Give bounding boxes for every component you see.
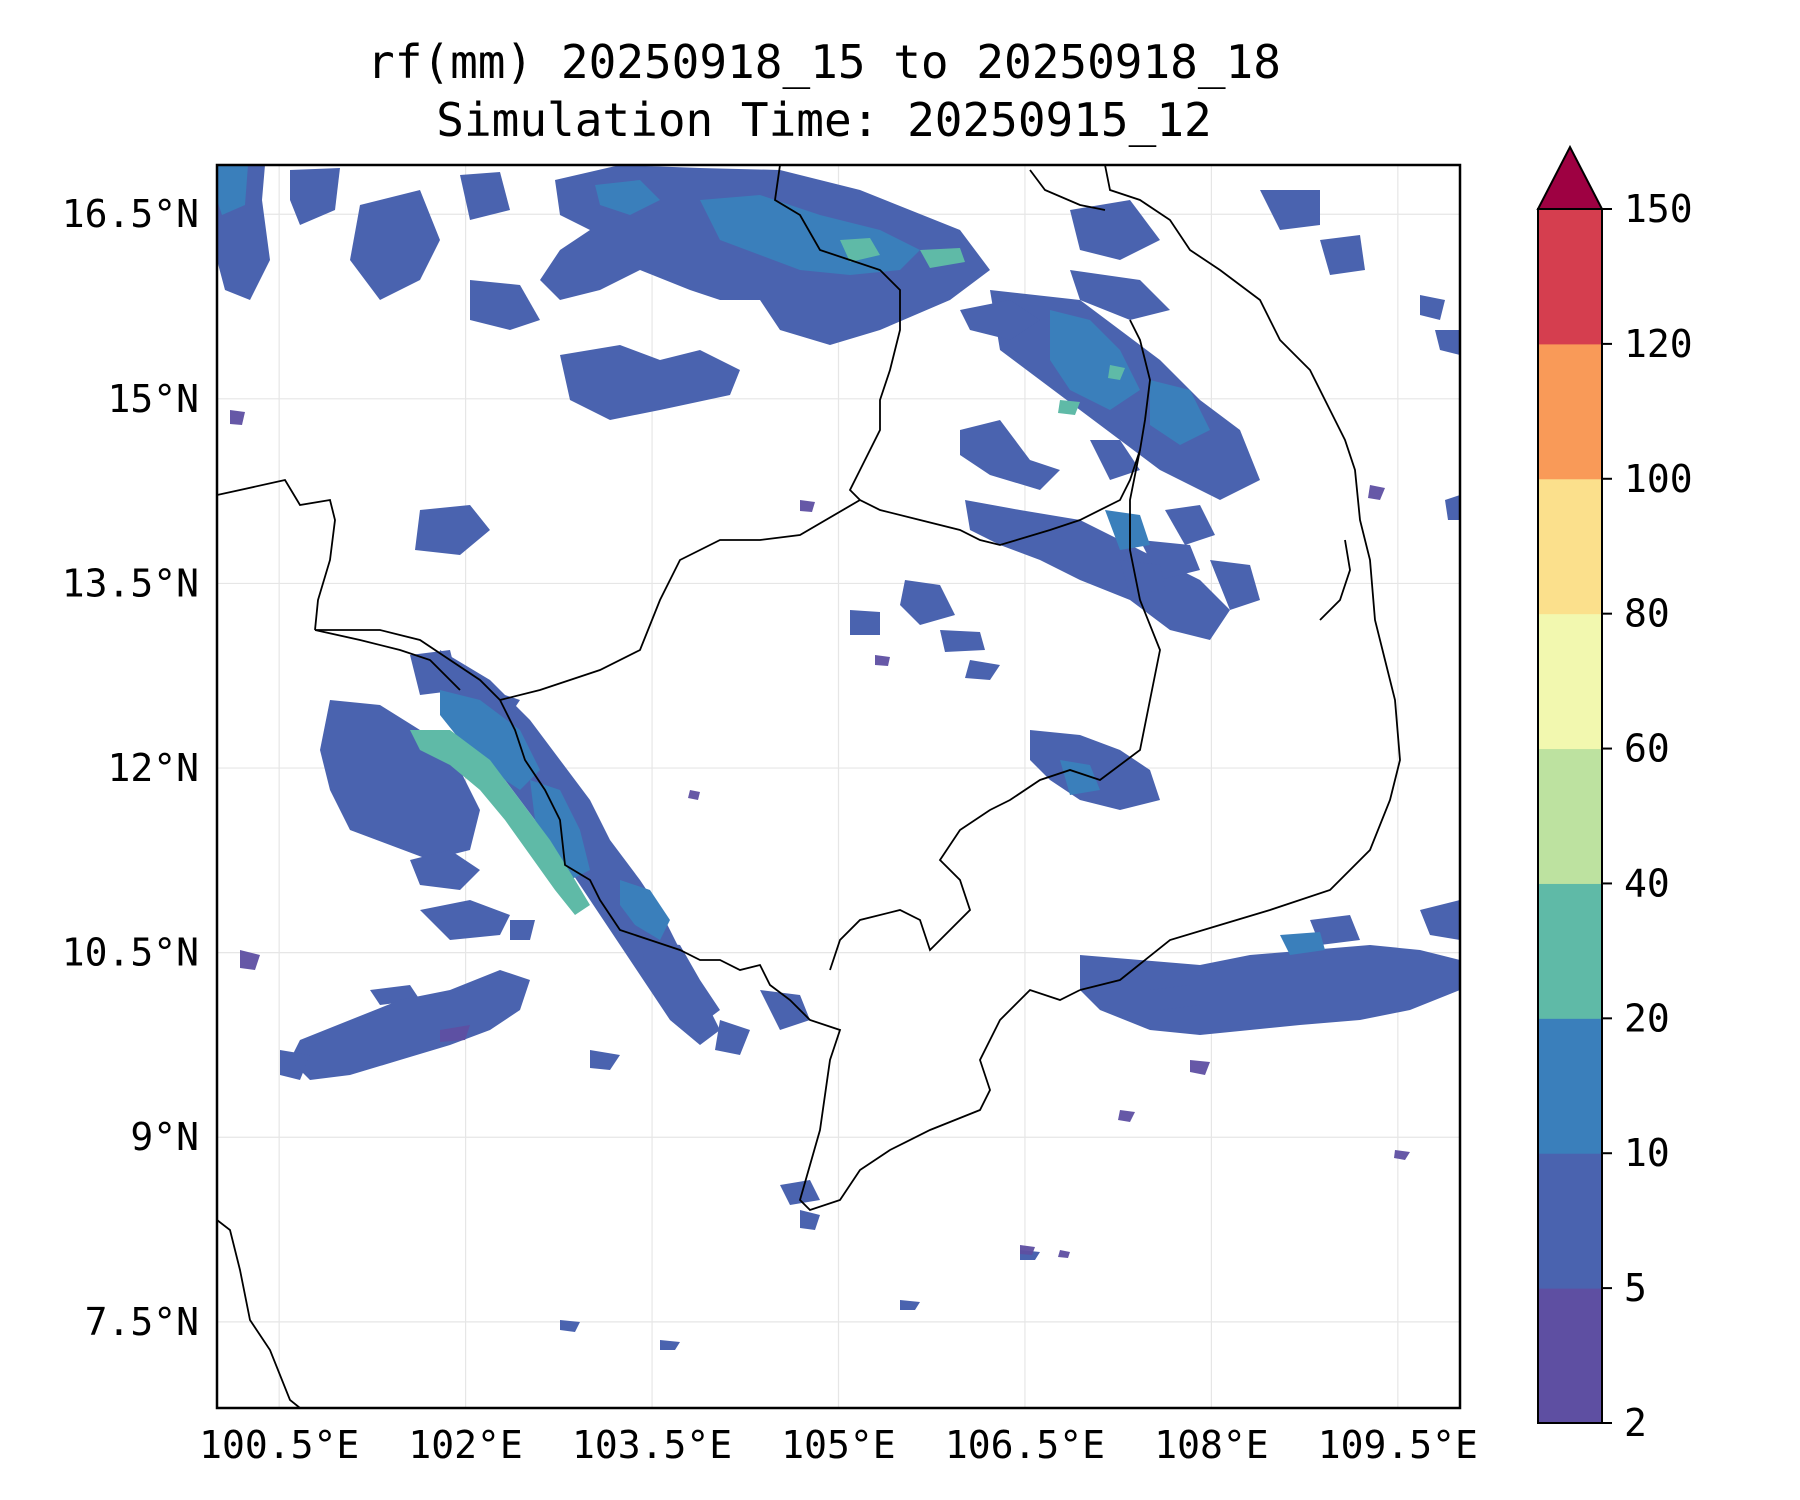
lat-tick-label: 16.5°N: [62, 192, 199, 236]
precipitation-field: [217, 165, 1460, 1350]
colorbar-tick-label: 40: [1624, 861, 1670, 905]
lon-tick-label: 100.5°E: [199, 1423, 359, 1467]
lat-tick-label: 12°N: [107, 746, 199, 790]
colorbar-tick-label: 80: [1624, 592, 1670, 636]
colorbar-segment: [1538, 1288, 1602, 1424]
colorbar-tick-label: 20: [1624, 996, 1670, 1040]
colorbar-tick-label: 100: [1624, 457, 1693, 501]
colorbar-frame: [1537, 208, 1603, 1424]
lat-tick-label: 9°N: [130, 1115, 199, 1159]
title-line-2: Simulation Time: 20250915_12: [436, 93, 1211, 147]
colorbar-tick-labels: 2 5 10 20 40 60 80 100 120 150: [1602, 187, 1693, 1445]
colorbar-tick-label: 5: [1624, 1266, 1647, 1310]
latitude-tick-labels: 16.5°N 15°N 13.5°N 12°N 10.5°N 9°N 7.5°N: [62, 192, 199, 1344]
colorbar-segment: [1538, 209, 1602, 345]
lat-tick-label: 10.5°N: [62, 931, 199, 975]
lon-tick-label: 105°E: [781, 1423, 895, 1467]
colorbar-tick-label: 10: [1624, 1131, 1670, 1175]
colorbar-tick-label: 60: [1624, 727, 1670, 771]
coastlines-and-borders: [217, 165, 1401, 1408]
colorbar-segment: [1538, 343, 1602, 480]
lon-tick-label: 102°E: [408, 1423, 522, 1467]
colorbar-extend-arrow: [1536, 144, 1604, 210]
lon-tick-label: 106.5°E: [945, 1423, 1105, 1467]
map-frame: [215, 163, 1462, 1410]
lon-tick-label: 103.5°E: [572, 1423, 732, 1467]
colorbar-segment: [1538, 478, 1602, 615]
colorbar: [1536, 144, 1604, 1424]
lon-tick-label: 108°E: [1154, 1423, 1268, 1467]
colorbar-tick-label: 2: [1624, 1401, 1647, 1445]
title-line-1: rf(mm) 20250918_15 to 20250918_18: [367, 35, 1281, 89]
lat-tick-label: 7.5°N: [85, 1300, 199, 1344]
lat-tick-label: 13.5°N: [62, 561, 199, 605]
colorbar-segment: [1538, 748, 1602, 884]
colorbar-segment: [1538, 1153, 1602, 1289]
lat-tick-label: 15°N: [107, 377, 199, 421]
colorbar-tick-label: 120: [1624, 322, 1693, 366]
precip-band-2-5: [230, 410, 1410, 1258]
precip-band-20-40: [410, 238, 1125, 915]
colorbar-segment: [1538, 613, 1602, 750]
longitude-tick-labels: 100.5°E 102°E 103.5°E 105°E 106.5°E 108°E 109.…: [199, 1423, 1478, 1467]
colorbar-segment: [1538, 1018, 1602, 1154]
colorbar-tick-label: 150: [1624, 187, 1693, 231]
lon-tick-label: 109.5°E: [1318, 1423, 1478, 1467]
colorbar-segment: [1538, 883, 1602, 1019]
